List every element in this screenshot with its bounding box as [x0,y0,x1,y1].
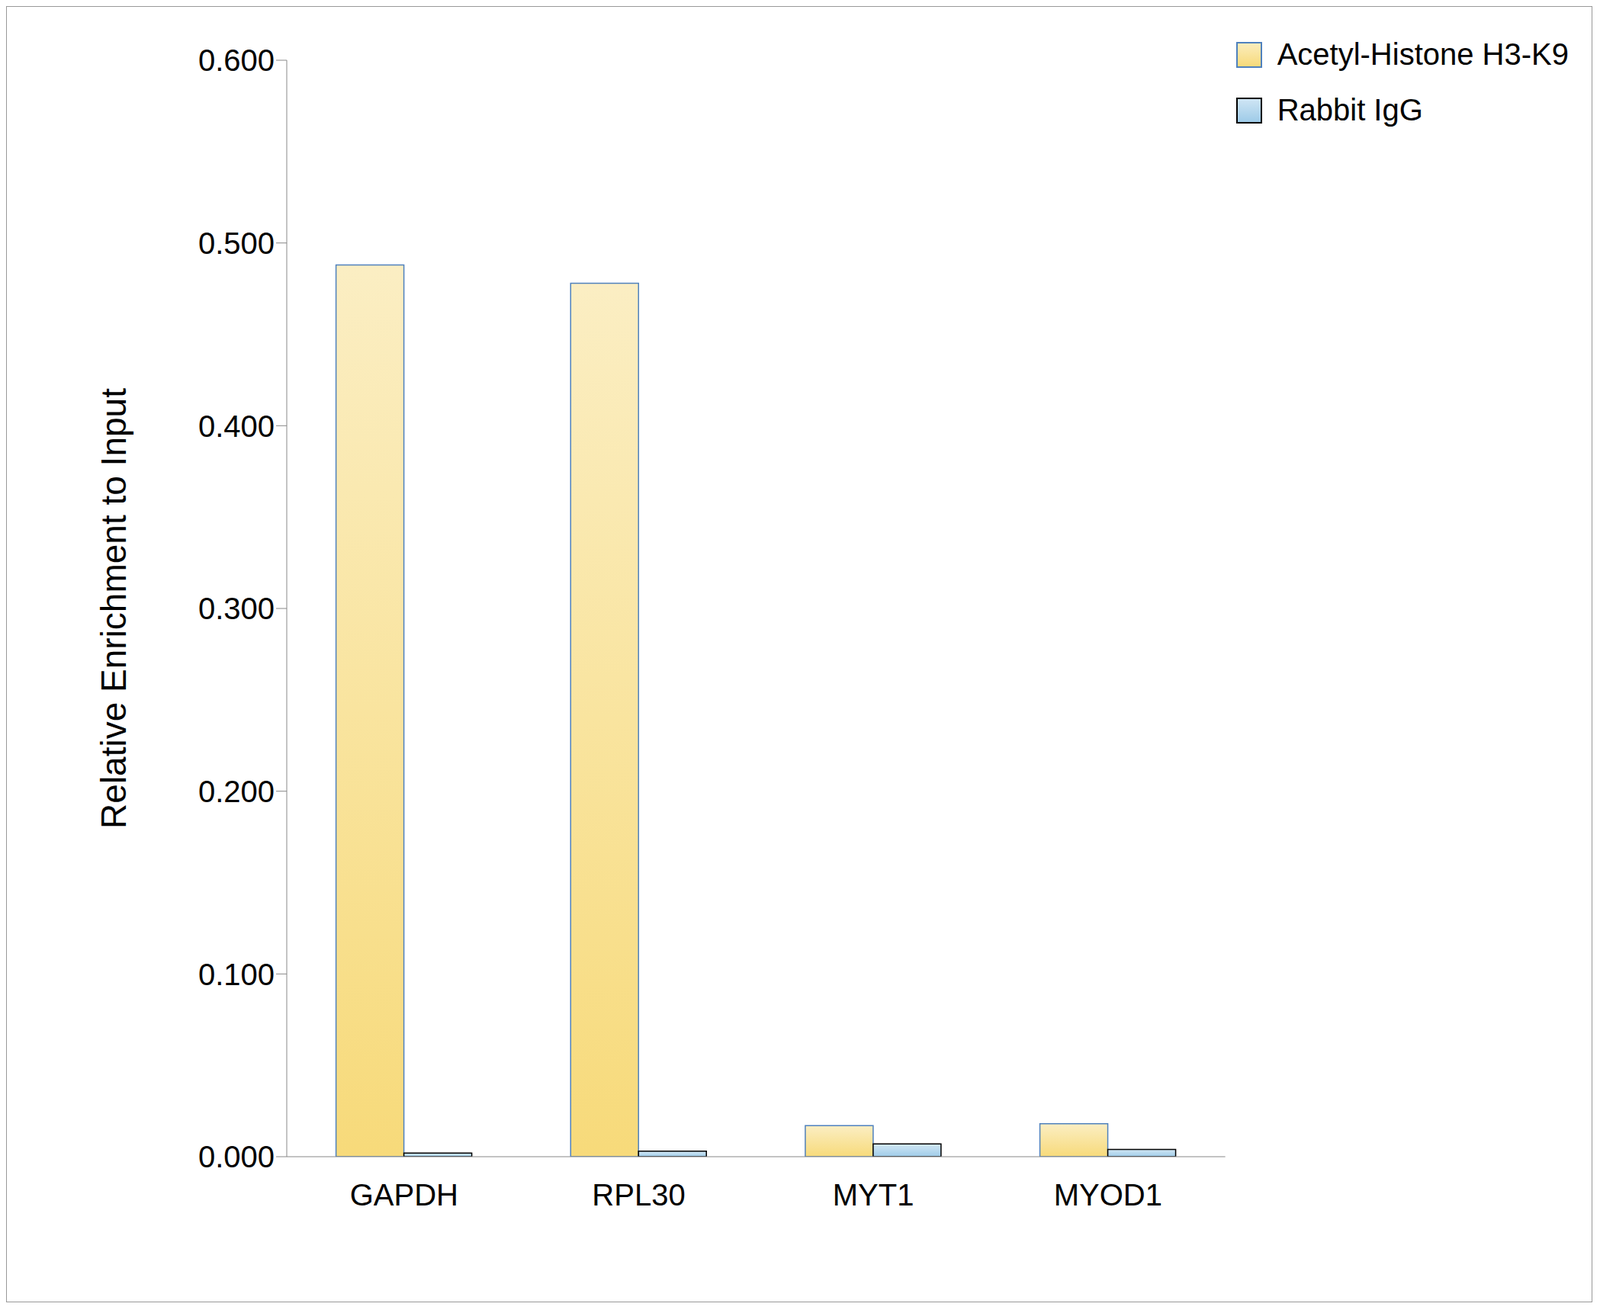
svg-text:0.600: 0.600 [198,43,275,78]
svg-text:MYT1: MYT1 [832,1178,915,1212]
svg-text:0.200: 0.200 [198,774,275,809]
svg-text:0.100: 0.100 [198,957,275,992]
svg-text:0.400: 0.400 [198,409,275,444]
html-text:Acetyl-Histone H3-K9: Acetyl-Histone H3-K9 [1277,37,1569,71]
svg-text:0.000: 0.000 [198,1140,275,1174]
svg-text:MYOD1: MYOD1 [1053,1178,1163,1212]
html-text:Rabbit IgG: Rabbit IgG [1277,93,1423,127]
svg-text:Relative Enrichment to Input: Relative Enrichment to Input [93,388,134,829]
svg-text:0.500: 0.500 [198,226,275,261]
svg-text:GAPDH: GAPDH [350,1178,459,1212]
svg-text:0.300: 0.300 [198,591,275,626]
svg-text:RPL30: RPL30 [591,1178,685,1212]
